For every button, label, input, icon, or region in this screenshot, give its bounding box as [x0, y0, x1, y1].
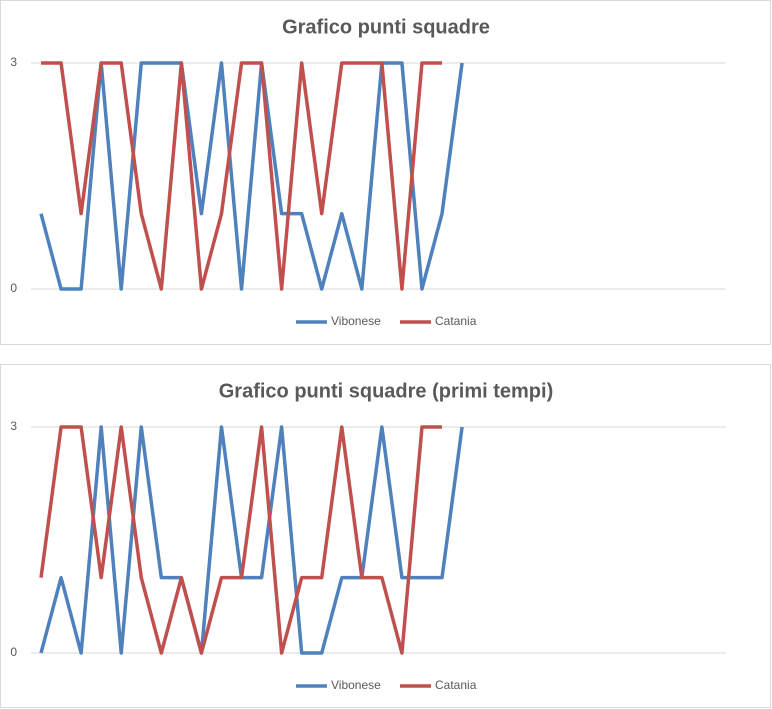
- legend-label: Vibonese: [331, 314, 381, 328]
- chart-frame: [0, 0, 771, 345]
- series-line: [39, 61, 464, 291]
- y-tick-label: 0: [10, 645, 17, 659]
- chart-title: Grafico punti squadre: [282, 16, 490, 38]
- chart: Grafico punti squadre (primi tempi) 0 3 Vi…: [0, 364, 771, 708]
- series-line: [39, 425, 464, 655]
- chart-title: Grafico punti squadre (primi tempi): [219, 380, 553, 402]
- chart: Grafico punti squadre 0 3 Vibonese Catania: [0, 0, 771, 345]
- series-line: [41, 61, 443, 291]
- legend-label: Vibonese: [331, 678, 381, 692]
- series-line: [39, 425, 443, 655]
- y-tick-label: 0: [10, 281, 17, 295]
- chart-frame: [0, 364, 771, 708]
- legend-label: Catania: [435, 314, 477, 328]
- legend-label: Catania: [435, 678, 477, 692]
- y-tick-label: 3: [10, 55, 17, 69]
- y-tick-label: 3: [10, 419, 17, 433]
